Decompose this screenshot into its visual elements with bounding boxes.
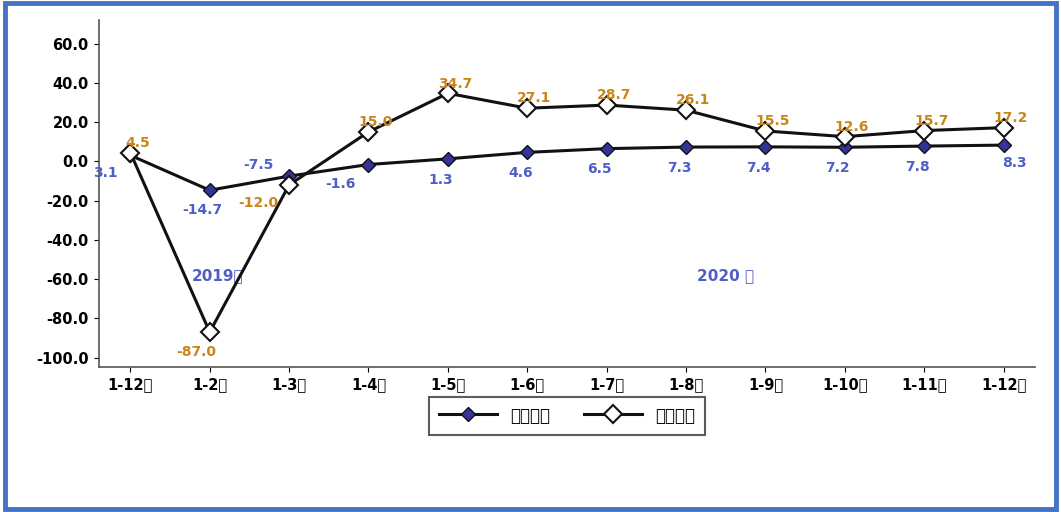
营业收入 bbox=[680, 144, 693, 150]
Text: -1.6: -1.6 bbox=[326, 177, 355, 191]
Text: 15.5: 15.5 bbox=[755, 114, 789, 128]
Text: 15.7: 15.7 bbox=[914, 114, 949, 128]
Text: 7.4: 7.4 bbox=[746, 161, 771, 175]
Text: 2019年: 2019年 bbox=[192, 268, 243, 283]
利润总额 bbox=[362, 129, 375, 135]
营业收入 bbox=[997, 142, 1010, 148]
Text: 4.6: 4.6 bbox=[508, 166, 533, 180]
Text: 1.3: 1.3 bbox=[429, 173, 453, 187]
Text: 7.8: 7.8 bbox=[905, 160, 929, 174]
Line: 营业收入: 营业收入 bbox=[125, 140, 1009, 195]
利润总额 bbox=[204, 329, 216, 335]
Text: 12.6: 12.6 bbox=[835, 120, 869, 134]
利润总额 bbox=[124, 150, 137, 156]
Text: 4.5: 4.5 bbox=[125, 136, 150, 150]
Text: 2020 年: 2020 年 bbox=[697, 268, 754, 283]
Text: 7.2: 7.2 bbox=[825, 161, 850, 175]
营业收入 bbox=[124, 152, 137, 158]
利润总额 bbox=[521, 105, 534, 111]
Text: 26.1: 26.1 bbox=[676, 94, 710, 108]
营业收入 bbox=[282, 173, 295, 179]
营业收入 bbox=[838, 144, 851, 151]
Text: 34.7: 34.7 bbox=[438, 77, 472, 91]
Text: -12.0: -12.0 bbox=[239, 196, 279, 210]
利润总额 bbox=[601, 102, 613, 108]
Text: 15.0: 15.0 bbox=[359, 115, 393, 129]
利润总额 bbox=[997, 124, 1010, 131]
利润总额 bbox=[838, 134, 851, 140]
营业收入 bbox=[521, 150, 534, 156]
Legend: 营业收入, 利润总额: 营业收入, 利润总额 bbox=[429, 397, 706, 436]
Text: 3.1: 3.1 bbox=[93, 166, 118, 180]
Text: -87.0: -87.0 bbox=[176, 345, 215, 358]
Line: 利润总额: 利润总额 bbox=[124, 87, 1010, 338]
营业收入 bbox=[441, 156, 454, 162]
营业收入 bbox=[918, 143, 930, 149]
Text: 17.2: 17.2 bbox=[993, 111, 1028, 125]
营业收入 bbox=[204, 187, 216, 194]
营业收入 bbox=[759, 144, 771, 150]
利润总额 bbox=[441, 90, 454, 96]
利润总额 bbox=[680, 107, 693, 113]
Text: 28.7: 28.7 bbox=[596, 89, 631, 102]
Text: 7.3: 7.3 bbox=[667, 161, 692, 175]
Text: -14.7: -14.7 bbox=[182, 203, 223, 217]
营业收入 bbox=[601, 145, 613, 152]
利润总额 bbox=[918, 127, 930, 134]
Text: 27.1: 27.1 bbox=[517, 92, 552, 105]
Text: -7.5: -7.5 bbox=[243, 158, 274, 172]
利润总额 bbox=[759, 128, 771, 134]
利润总额 bbox=[282, 182, 295, 188]
Text: 6.5: 6.5 bbox=[588, 162, 612, 177]
Text: 8.3: 8.3 bbox=[1003, 156, 1027, 170]
营业收入 bbox=[362, 161, 375, 167]
